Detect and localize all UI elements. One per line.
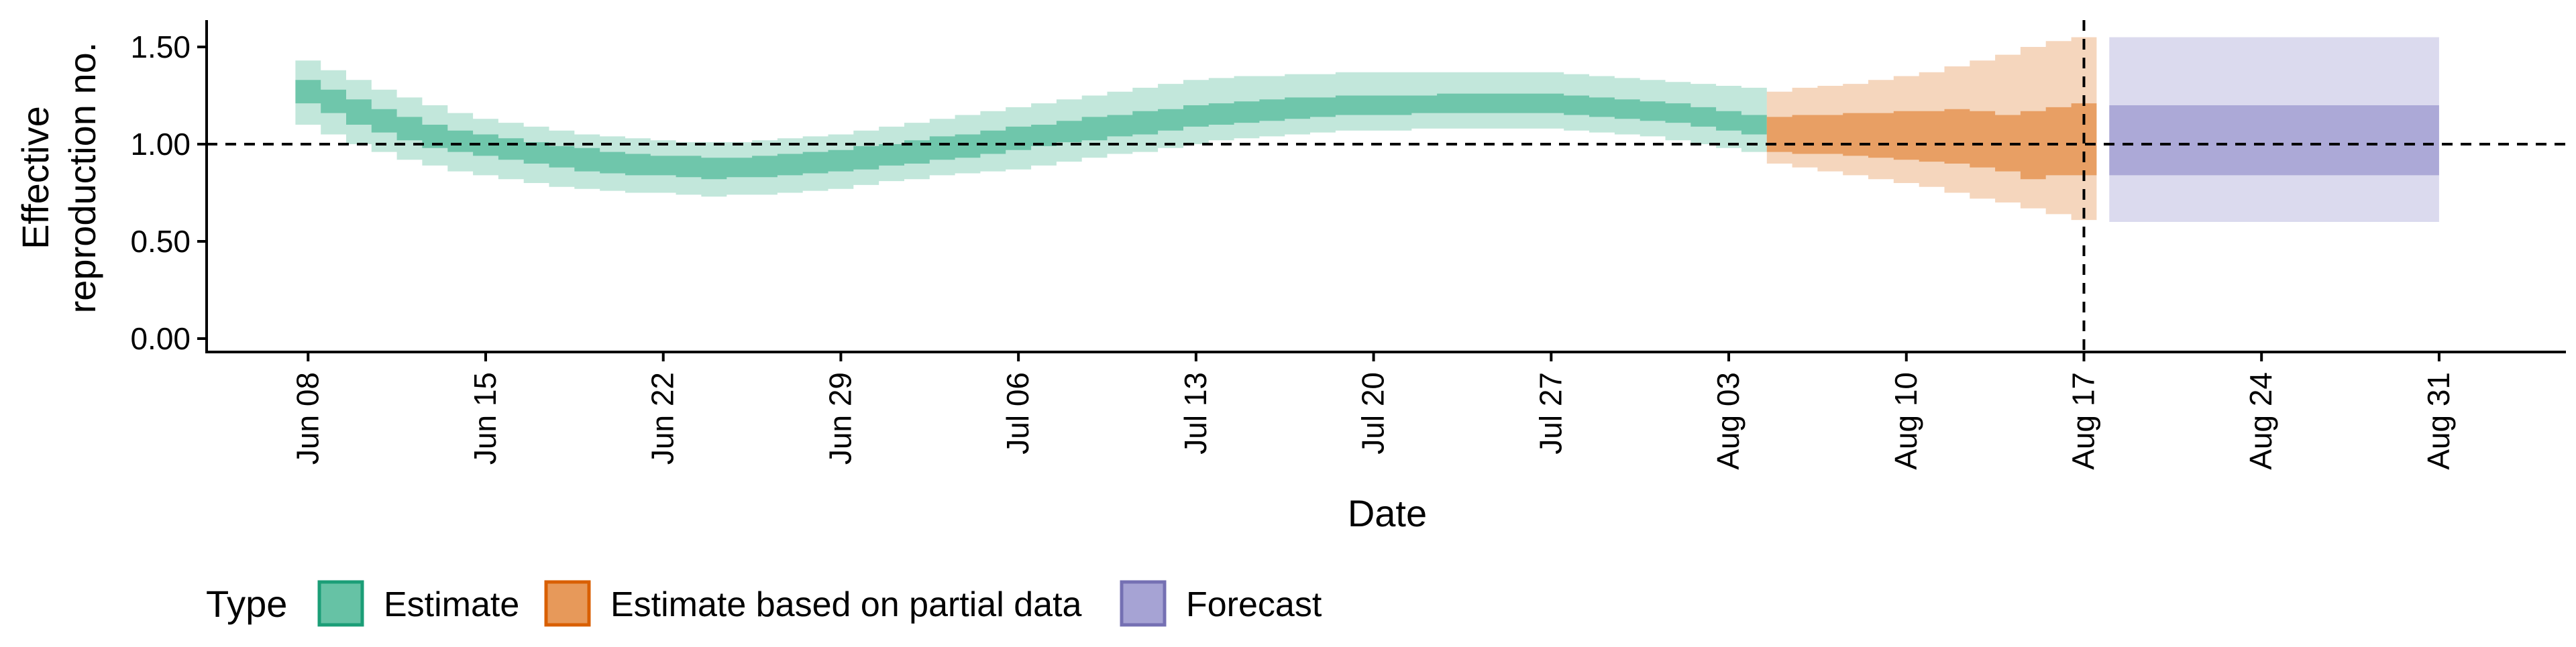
- y-tick-label: 0.50: [130, 224, 191, 259]
- x-tick-label: Aug 10: [1888, 372, 1923, 470]
- x-tick-label: Jun 29: [822, 372, 857, 465]
- estimate-band-50: [295, 80, 1767, 180]
- legend: Type Estimate Estimate based on partial …: [206, 580, 1322, 627]
- x-tick-label: Jul 13: [1178, 372, 1213, 455]
- legend-label-estimate: Estimate: [384, 585, 519, 624]
- axis-labels-layer: Effective reproduction no. Date: [14, 42, 1427, 534]
- bands-layer: [295, 37, 2439, 222]
- legend-key-estimate: [317, 580, 364, 627]
- legend-label-forecast: Forecast: [1186, 585, 1322, 624]
- axes-layer: 0.00 0.50 1.00 1.50 Jun 08 Jun 15 Jun 22 Jun 29…: [130, 20, 2566, 470]
- x-tick-label: Aug 17: [2066, 372, 2101, 470]
- legend-key-forecast: [1120, 580, 1167, 627]
- x-tick-label: Jun 15: [468, 372, 502, 465]
- legend-title: Type: [206, 583, 287, 625]
- y-tick-label: 1.50: [130, 30, 191, 64]
- y-axis-label-line-2: reproduction no.: [61, 42, 103, 314]
- x-tick-label: Jul 06: [1000, 372, 1035, 455]
- y-axis-label-line-1: Effective: [14, 106, 56, 249]
- x-tick-label: Aug 24: [2243, 372, 2278, 470]
- x-tick-label: Jun 22: [645, 372, 680, 465]
- y-tick-label: 1.00: [130, 127, 191, 162]
- x-tick-label: Jul 27: [1533, 372, 1568, 455]
- x-tick-label: Aug 03: [1711, 372, 1746, 470]
- x-tick-label: Aug 31: [2421, 372, 2456, 470]
- x-tick-label: Jun 08: [290, 372, 325, 465]
- legend-label-partial: Estimate based on partial data: [610, 585, 1082, 624]
- x-tick-label: Jul 20: [1356, 372, 1391, 455]
- x-axis-label: Date: [1348, 492, 1427, 534]
- y-tick-label: 0.00: [130, 321, 191, 356]
- estimate-based-on-partial-data-band-50: [1766, 103, 2097, 180]
- forecast-band-50: [2109, 105, 2439, 176]
- legend-key-partial: [544, 580, 591, 627]
